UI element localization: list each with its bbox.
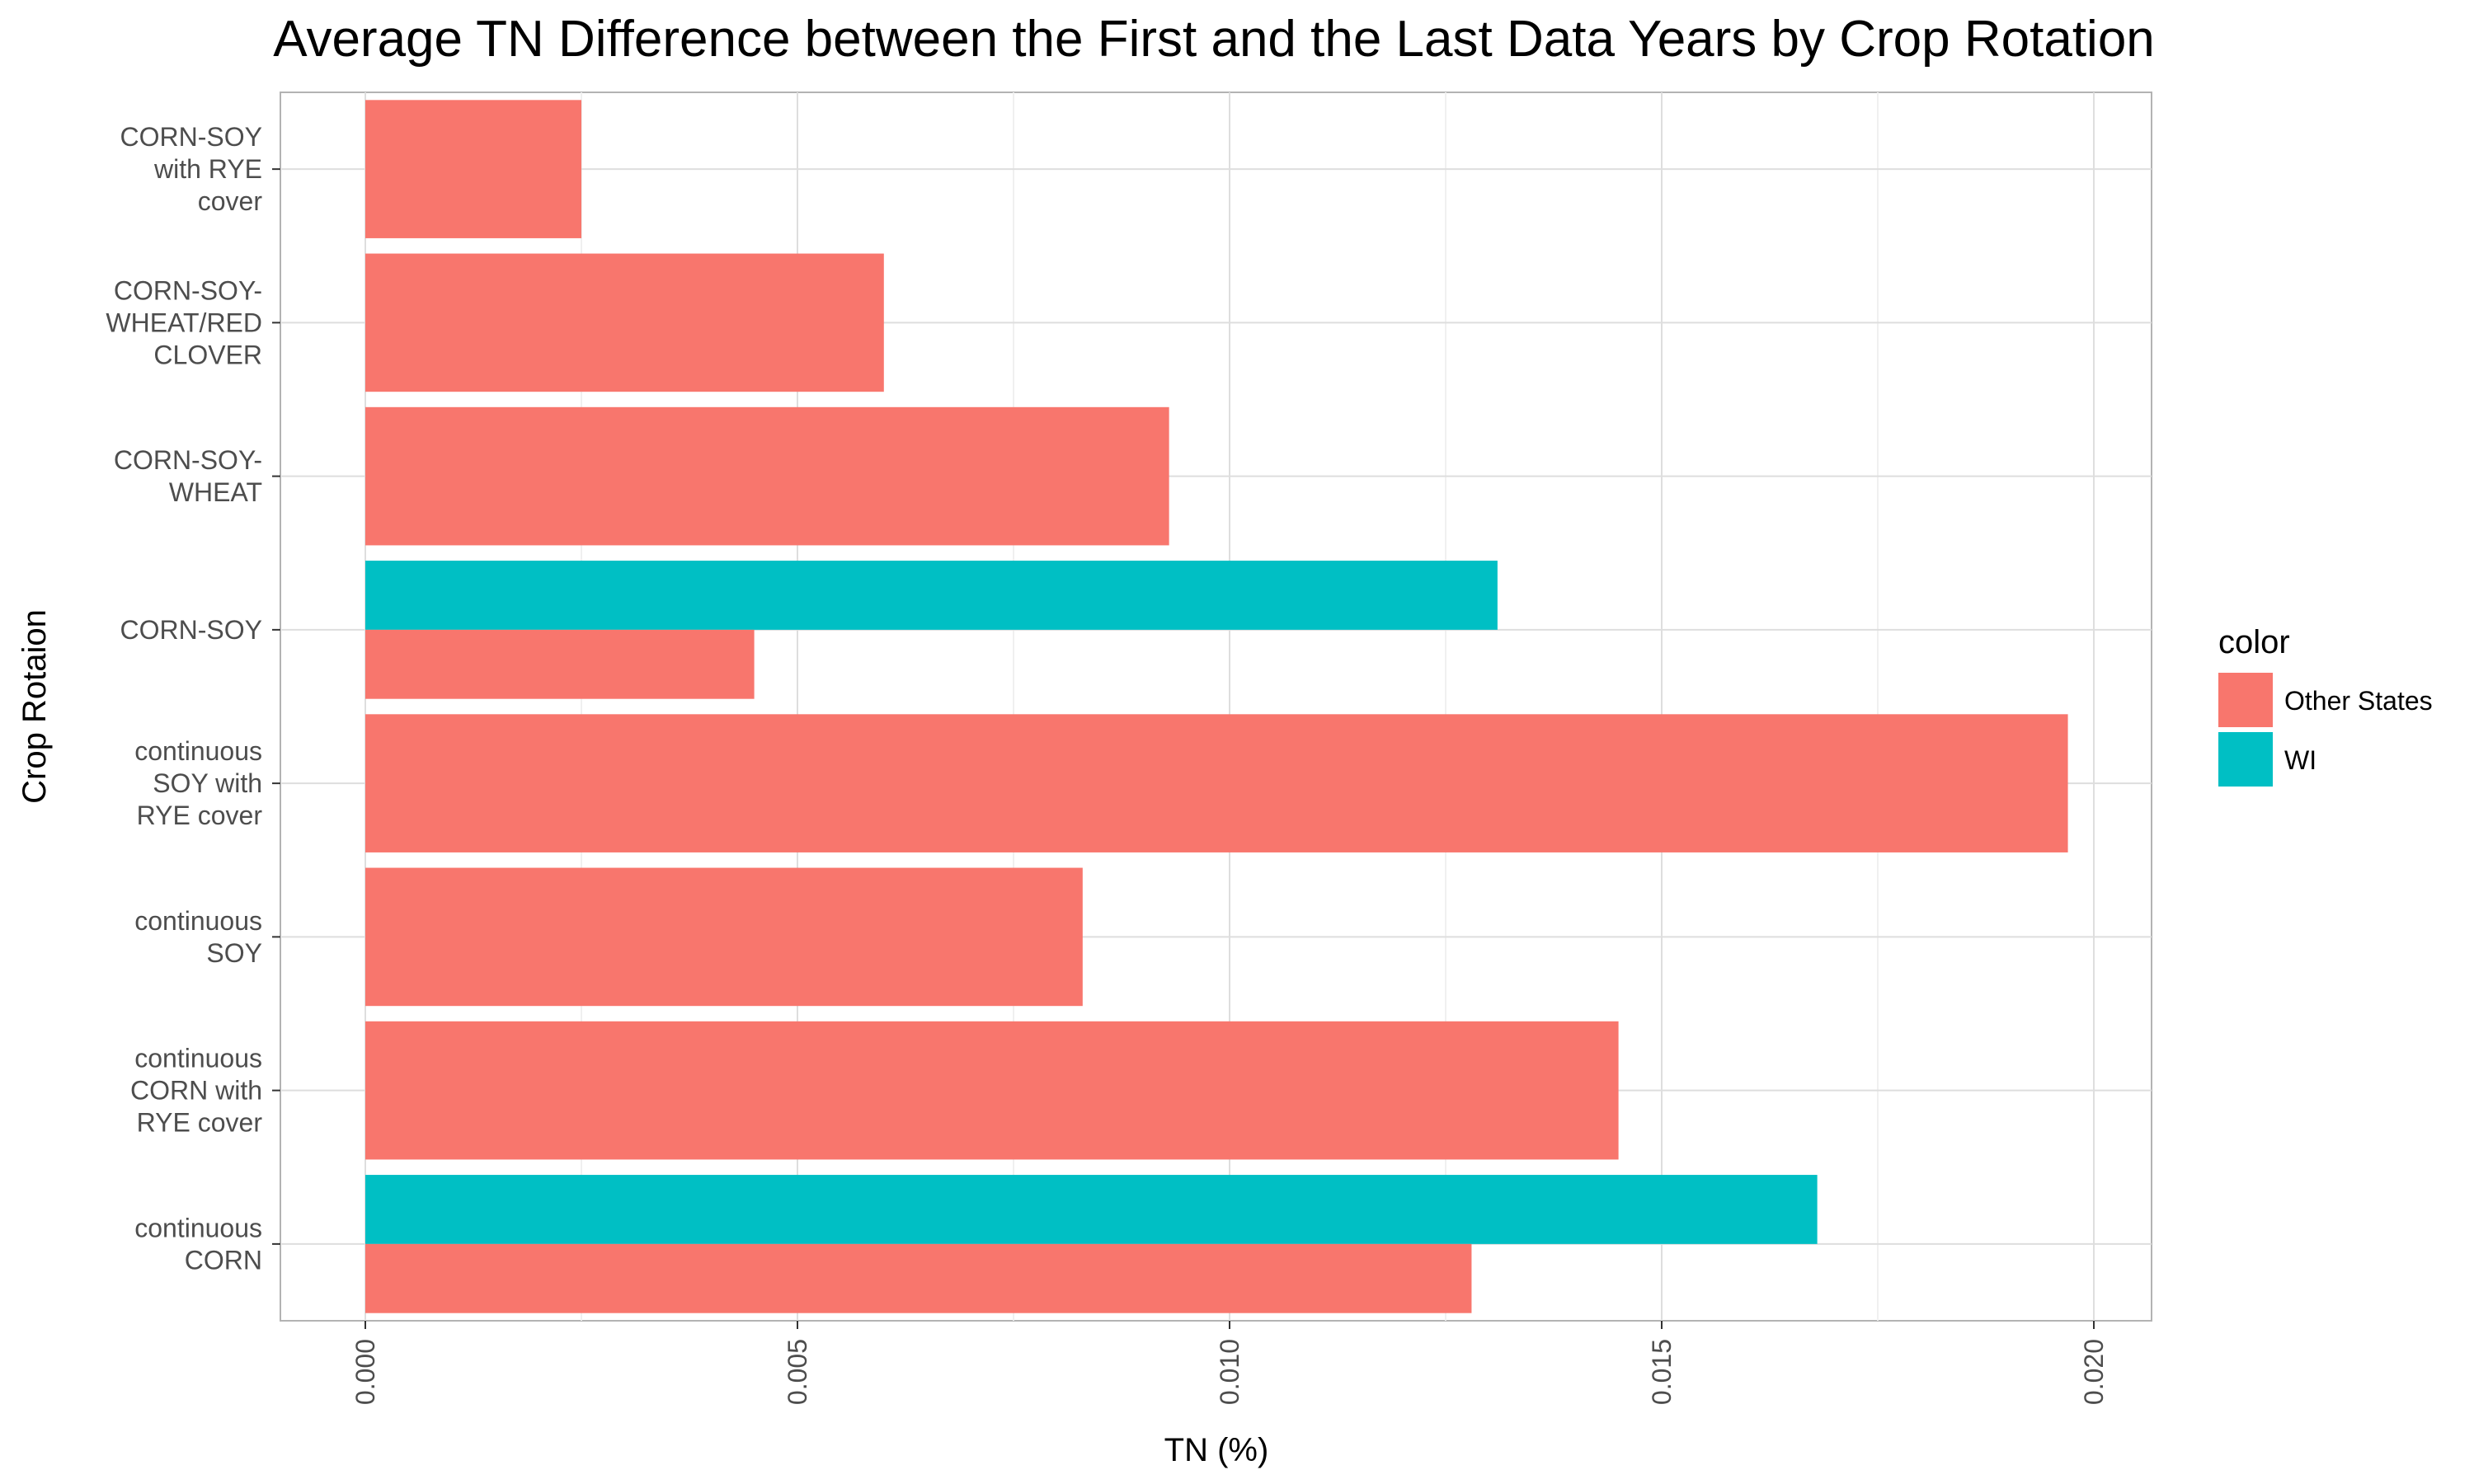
bar-other-states bbox=[365, 867, 1083, 1007]
category-label: continuous SOY bbox=[134, 906, 262, 968]
category-label: CORN-SOY-WHEAT bbox=[114, 445, 262, 507]
bar-other-states bbox=[365, 100, 581, 238]
x-axis: 0.000 0.005 0.010 0.015 0.020 bbox=[350, 1321, 2109, 1405]
category-label: CORN-SOY bbox=[120, 615, 262, 645]
bar-other-states bbox=[365, 714, 2068, 852]
category-label: continuous CORN bbox=[134, 1213, 262, 1275]
y-axis: CORN-SOY with RYE cover CORN-SOY-WHEAT/RED C… bbox=[106, 122, 280, 1275]
y-axis-title: Crop Rotaion bbox=[16, 609, 53, 804]
bar-other-states bbox=[365, 253, 884, 392]
x-tick-label: 0.020 bbox=[2079, 1339, 2109, 1405]
x-tick-label: 0.015 bbox=[1647, 1339, 1677, 1405]
legend-label: WI bbox=[2284, 745, 2316, 775]
category-label: continuous CORN with RYE cover bbox=[130, 1044, 262, 1138]
bars bbox=[365, 100, 2068, 1313]
legend-label: Other States bbox=[2284, 686, 2433, 716]
bar-wi bbox=[365, 561, 1498, 630]
chart-title: Average TN Difference between the First … bbox=[273, 11, 2155, 68]
bar-other-states bbox=[365, 1021, 1619, 1160]
bar-other-states bbox=[365, 1243, 1472, 1313]
x-tick-label: 0.010 bbox=[1215, 1339, 1244, 1405]
category-label: CORN-SOY-WHEAT/RED CLOVER bbox=[106, 275, 262, 369]
category-label: CORN-SOY with RYE cover bbox=[120, 122, 263, 216]
bar-other-states bbox=[365, 629, 755, 699]
category-label: continuous SOY with RYE cover bbox=[134, 736, 262, 830]
legend-title: color bbox=[2218, 624, 2290, 660]
x-tick-label: 0.000 bbox=[350, 1339, 380, 1405]
bar-wi bbox=[365, 1175, 1818, 1244]
legend: color Other States WI bbox=[2218, 624, 2433, 787]
legend-key bbox=[2218, 673, 2273, 727]
x-tick-label: 0.005 bbox=[783, 1339, 812, 1405]
x-axis-title: TN (%) bbox=[1164, 1432, 1269, 1468]
bar-other-states bbox=[365, 406, 1169, 546]
legend-key bbox=[2218, 732, 2273, 787]
